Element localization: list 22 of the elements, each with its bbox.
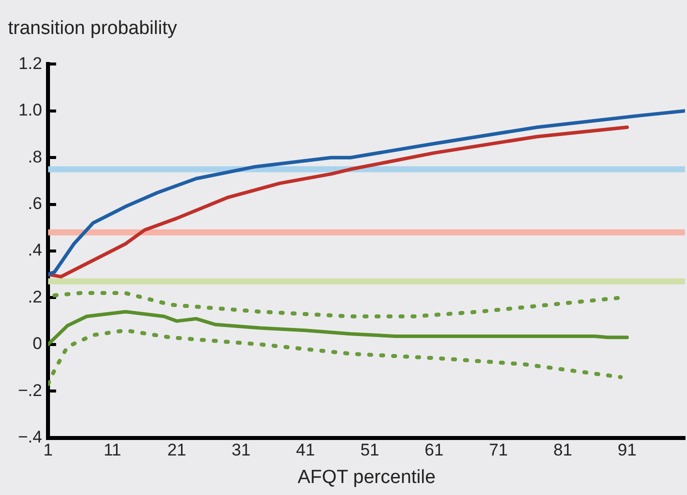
y-axis-title: transition probability bbox=[8, 18, 177, 40]
y-tick-label: −.4 bbox=[18, 427, 42, 446]
x-tick-label: 1 bbox=[43, 440, 53, 460]
x-tick-label: 31 bbox=[232, 440, 251, 460]
y-tick-label: 0 bbox=[32, 334, 42, 354]
x-tick-label: 81 bbox=[553, 440, 572, 460]
y-tick-label: .2 bbox=[28, 287, 42, 306]
x-axis-title: AFQT percentile bbox=[298, 466, 436, 488]
x-tick-label: 41 bbox=[296, 440, 315, 460]
x-tick-label: 51 bbox=[360, 440, 380, 460]
line-series bbox=[48, 328, 623, 386]
y-tick-label: .6 bbox=[28, 194, 42, 213]
x-tick-label: 21 bbox=[167, 440, 186, 460]
x-tick-label: 91 bbox=[618, 440, 637, 460]
y-tick-label: 1.2 bbox=[18, 54, 42, 73]
x-tick-label: 61 bbox=[424, 440, 444, 460]
y-tick-label: −.2 bbox=[18, 380, 42, 400]
y-tick-label: .4 bbox=[28, 240, 42, 260]
x-tick-label: 11 bbox=[104, 440, 122, 460]
x-tick-label: 71 bbox=[488, 440, 508, 460]
y-tick-label: 1.0 bbox=[18, 100, 42, 120]
y-tick-label: .8 bbox=[28, 147, 42, 166]
